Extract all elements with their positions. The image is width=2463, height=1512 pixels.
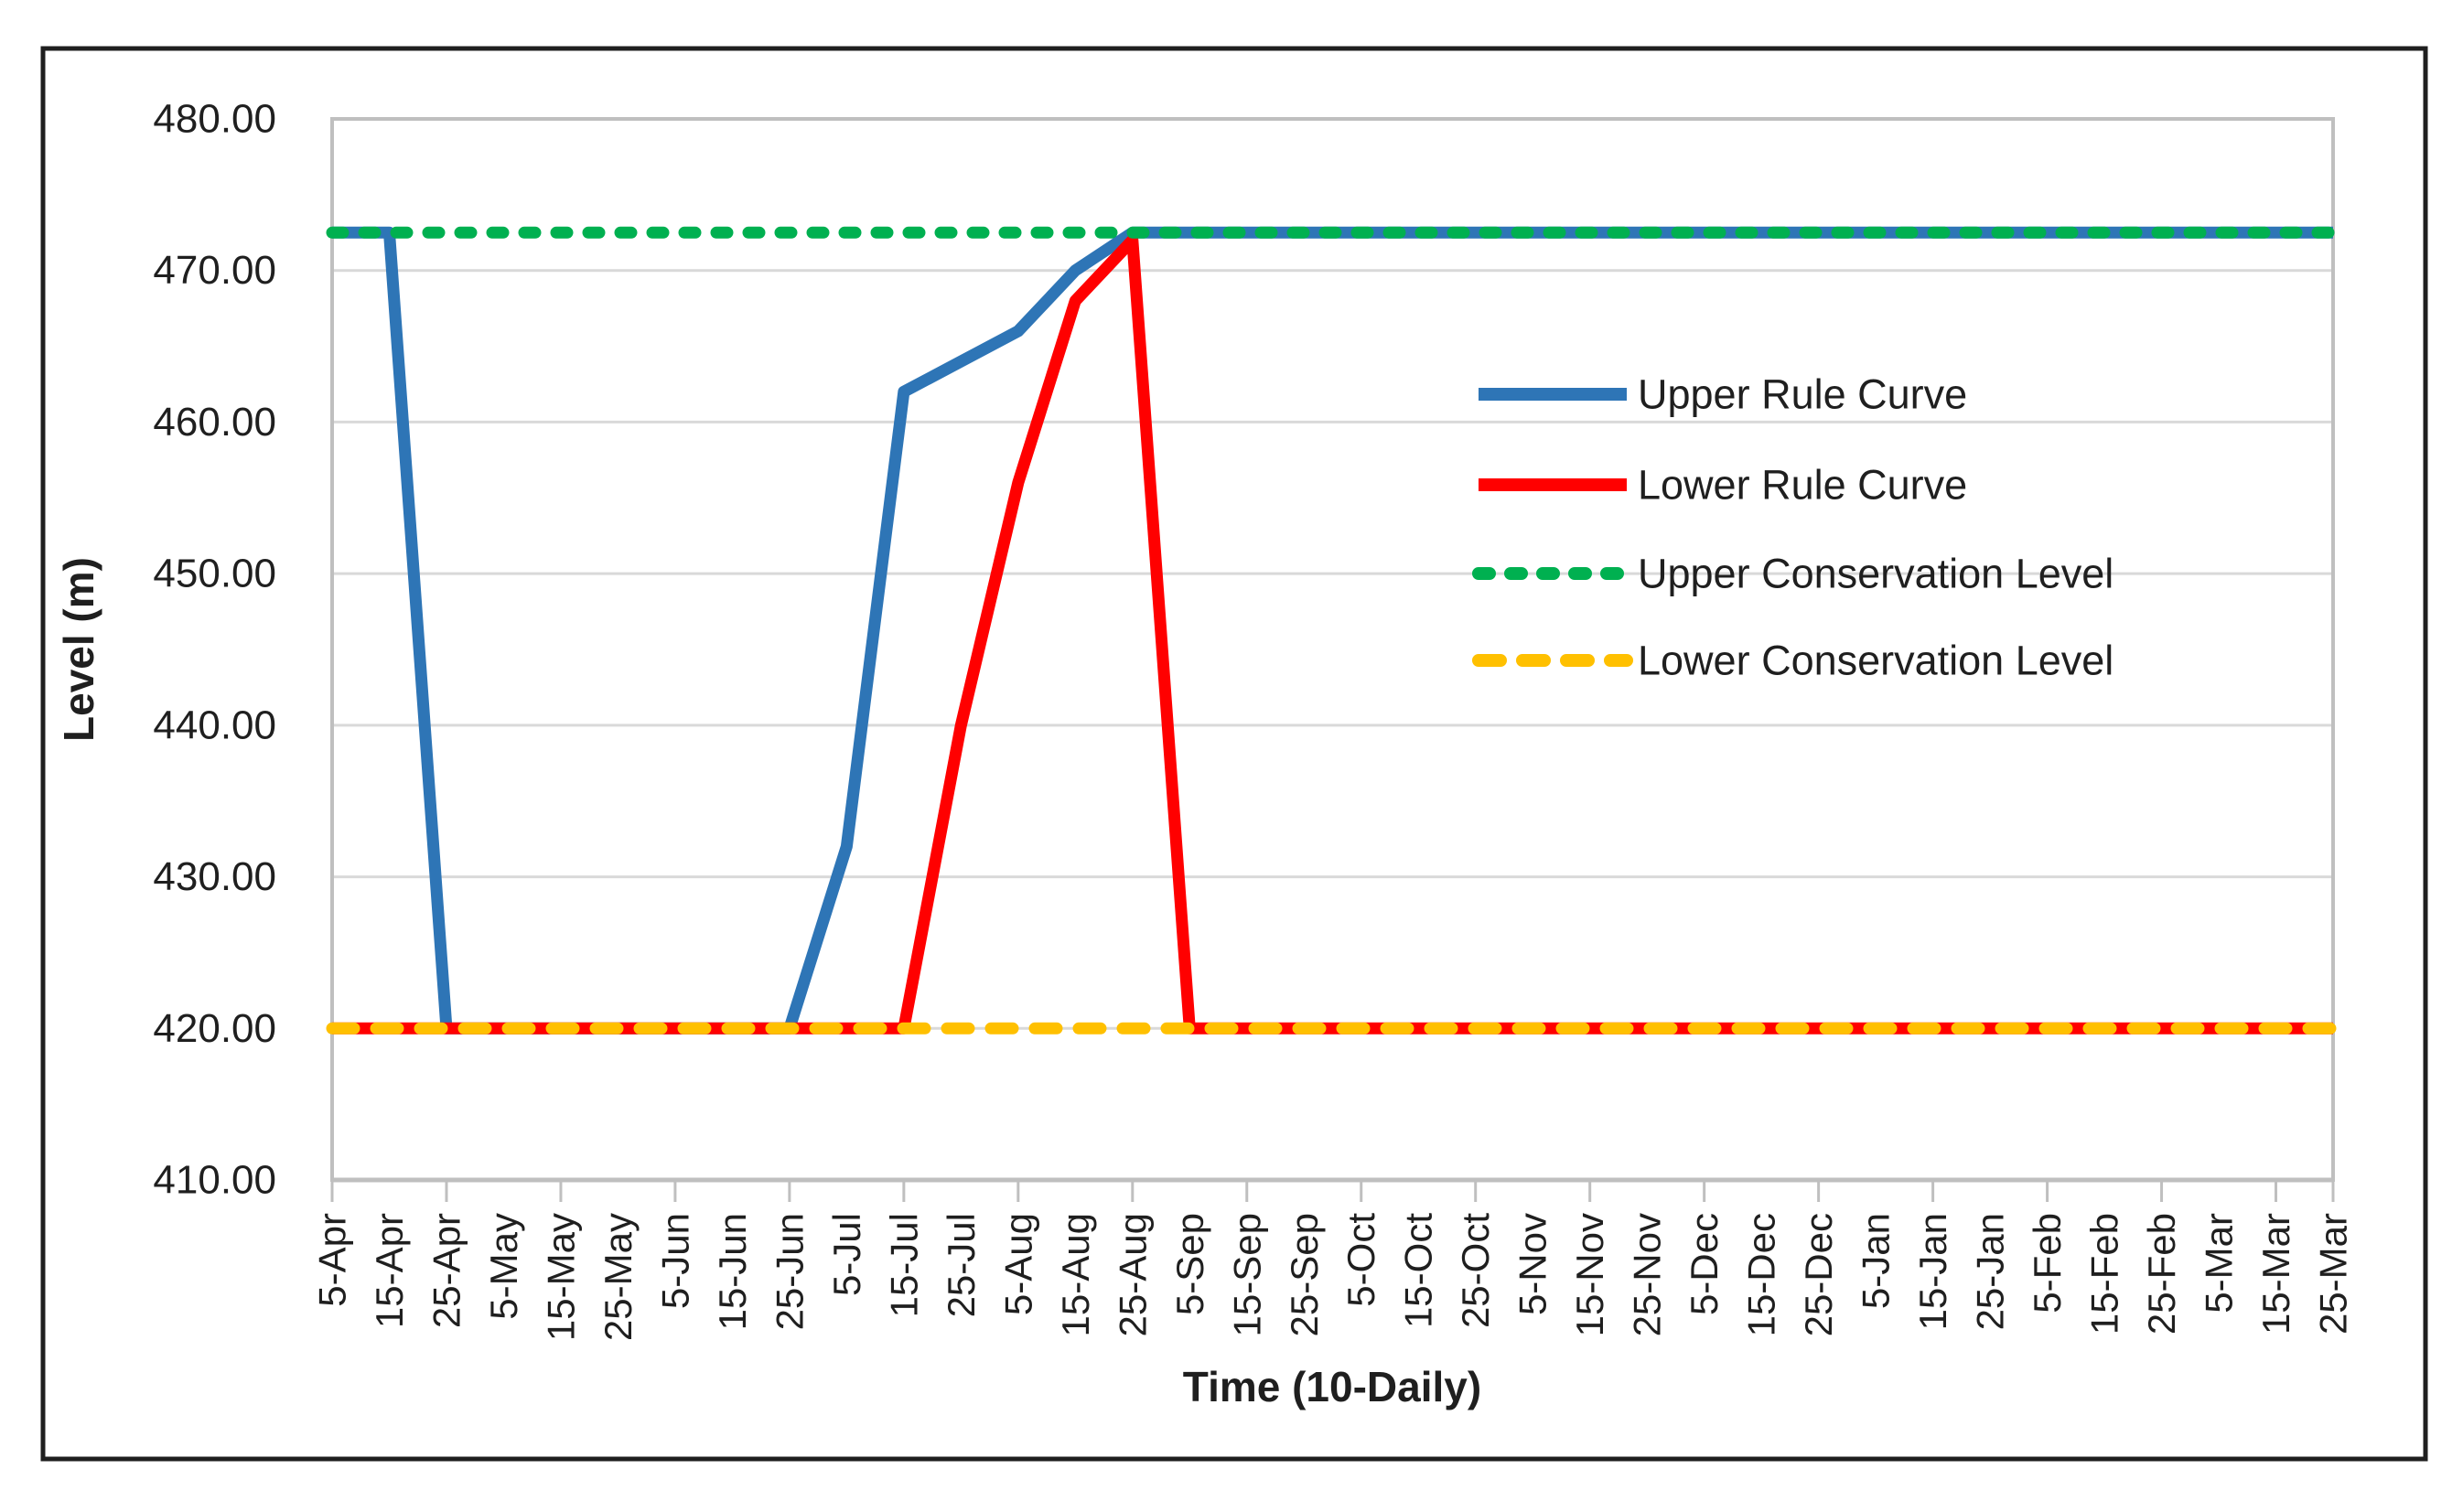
axis-tick-labels: 410.00 420.00 430.00 440.00 450.00 460.00 470.…	[153, 97, 2354, 1342]
y-axis-tick-label: 420.00	[153, 1006, 276, 1051]
x-axis-tick-label: 25-Mar	[2312, 1213, 2355, 1335]
y-axis-tick-label: 440.00	[153, 702, 276, 747]
x-axis-tick-label: 25-Aug	[1111, 1213, 1154, 1336]
series-lines	[326, 226, 2339, 1035]
y-axis-title: Level (m)	[55, 557, 102, 742]
x-axis-tick-label: 25-Sep	[1283, 1213, 1326, 1336]
x-axis-tick-label: 5-Mar	[2198, 1213, 2241, 1314]
y-axis-tick-label: 410.00	[153, 1158, 276, 1203]
x-axis-tick-label: 25-Feb	[2140, 1213, 2183, 1335]
x-axis-tick-label: 15-Oct	[1397, 1213, 1440, 1328]
x-axis-tick-label: 25-Jan	[1969, 1213, 2012, 1330]
axes	[330, 117, 2335, 1202]
x-axis-tick-label: 5-Sep	[1168, 1213, 1211, 1315]
x-axis-tick-label: 15-May	[539, 1213, 582, 1341]
x-axis-tick-label: 5-Apr	[311, 1213, 354, 1307]
legend-item: Upper Conservation Level	[1472, 551, 2113, 597]
legend-label: Upper Conservation Level	[1638, 551, 2113, 597]
y-axis-tick-label: 470.00	[153, 248, 276, 293]
legend-label: Lower Rule Curve	[1638, 462, 1967, 509]
x-axis-tick-label: 25-Jul	[940, 1213, 983, 1317]
x-axis-tick-label: 15-Feb	[2083, 1213, 2126, 1335]
x-axis-tick-label: 25-Apr	[425, 1213, 468, 1328]
legend-item: Upper Rule Curve	[1479, 371, 1967, 418]
y-axis-tick-label: 460.00	[153, 400, 276, 445]
y-axis-tick-label: 430.00	[153, 854, 276, 899]
legend-item: Lower Conservation Level	[1472, 638, 2113, 684]
x-axis-tick-label: 5-Oct	[1339, 1213, 1382, 1307]
x-axis-tick-label: 5-Nov	[1511, 1213, 1554, 1315]
figure-border	[40, 46, 2428, 1462]
x-axis-tick-label: 15-Aug	[1054, 1213, 1097, 1336]
x-axis-title: Time (10-Daily)	[1183, 1363, 1481, 1410]
x-axis-tick-label: 15-Jul	[882, 1213, 925, 1317]
legend-item: Lower Rule Curve	[1479, 462, 1967, 509]
legend: Upper Rule Curve Lower Rule Curve Upper Co…	[1472, 371, 2113, 684]
x-axis-tick-label: 25-Oct	[1454, 1213, 1497, 1328]
x-axis-tick-label: 5-Feb	[2026, 1213, 2069, 1314]
x-axis-tick-label: 5-May	[482, 1213, 525, 1320]
x-axis-tick-label: 15-Mar	[2254, 1213, 2297, 1335]
x-axis-tick-label: 5-Dec	[1683, 1213, 1726, 1315]
y-axis-tick-label: 480.00	[153, 97, 276, 142]
x-axis-tick-label: 5-Aug	[996, 1213, 1039, 1315]
x-axis-tick-label: 15-Jun	[711, 1213, 754, 1330]
x-axis-tick-label: 15-Nov	[1568, 1213, 1611, 1336]
x-axis-tick-label: 5-Jun	[653, 1213, 696, 1309]
x-axis-tick-label: 15-Apr	[368, 1213, 411, 1328]
x-axis-tick-label: 25-Dec	[1797, 1213, 1840, 1336]
x-axis-tick-label: 15-Jan	[1911, 1213, 1954, 1330]
y-axis-tick-label: 450.00	[153, 552, 276, 596]
x-axis-tick-label: 15-Sep	[1225, 1213, 1268, 1336]
x-axis-tick-label: 25-May	[597, 1213, 640, 1341]
legend-label: Lower Conservation Level	[1638, 638, 2113, 684]
x-axis-tick-label: 25-Jun	[768, 1213, 811, 1330]
x-axis-tick-label: 25-Nov	[1626, 1213, 1669, 1336]
legend-label: Upper Rule Curve	[1638, 371, 1967, 418]
x-axis-tick-label: 5-Jan	[1855, 1213, 1898, 1309]
x-axis-tick-label: 5-Jul	[825, 1213, 868, 1296]
x-axis-tick-label: 15-Dec	[1740, 1213, 1783, 1336]
